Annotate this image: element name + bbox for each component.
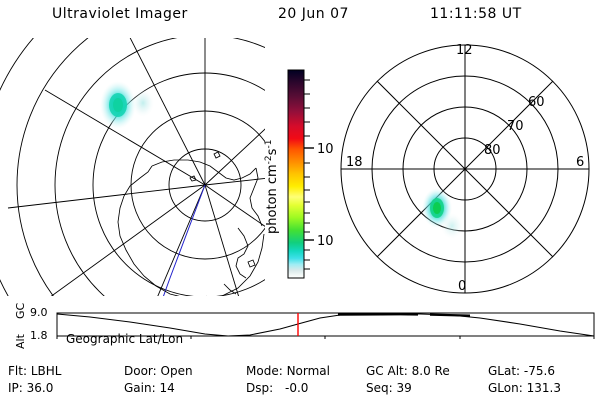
status-gc-alt: GC Alt: 8.0 Re bbox=[366, 364, 450, 378]
status-gain-value: 14 bbox=[159, 381, 175, 395]
geographic-map-panel[interactable]: Geographic Lat/Lon bbox=[0, 38, 265, 346]
status-door-label: Door: bbox=[124, 364, 157, 378]
status-gc-alt-value: 8.0 Re bbox=[411, 364, 450, 378]
orbit-yaxis-label-alt: Alt bbox=[14, 334, 27, 349]
observation-time: 11:11:58 UT bbox=[430, 6, 522, 22]
status-glat: GLat: -75.6 bbox=[488, 364, 555, 378]
observation-date: 20 Jun 07 bbox=[278, 6, 349, 22]
antarctica-coastline bbox=[117, 151, 265, 296]
mlat-mlt-panel[interactable]: 12 6 0 18 60 70 80 Apex MLat/MLT bbox=[332, 38, 600, 296]
status-gain-label: Gain: bbox=[124, 381, 156, 395]
mlt-spokes bbox=[341, 45, 589, 293]
status-seq-value: 39 bbox=[396, 381, 412, 395]
status-glat-label: GLat: bbox=[488, 364, 521, 378]
status-ip-value: 36.0 bbox=[26, 381, 54, 395]
status-ip: IP: 36.0 bbox=[8, 381, 53, 395]
header-bar: Ultraviolet Imager 20 Jun 07 11:11:58 UT bbox=[0, 4, 600, 28]
mlat-mlt-svg: 12 6 0 18 60 70 80 bbox=[340, 43, 590, 294]
orbit-altitude-panel[interactable]: 9.0 1.8 GC Alt 00:00 06:00 12:00 18:00 2… bbox=[0, 302, 600, 357]
colorbar-axis-label: photon cm-2s-1 bbox=[264, 140, 280, 234]
status-glon-value: 131.3 bbox=[526, 381, 561, 395]
status-door: Door: Open bbox=[124, 364, 193, 378]
status-filter-value: LBHL bbox=[30, 364, 62, 378]
orbit-ytick-low: 1.8 bbox=[30, 329, 48, 342]
colorbar-major-ticks bbox=[304, 147, 314, 241]
status-filter-label: Flt: bbox=[8, 364, 27, 378]
status-gain: Gain: 14 bbox=[124, 381, 175, 395]
svg-text:photon cm-2s-1: photon cm-2s-1 bbox=[264, 140, 280, 234]
status-ip-label: IP: bbox=[8, 381, 23, 395]
colorbar-panel[interactable]: 100 10 photon cm-2s-1 bbox=[258, 38, 334, 296]
status-seq-label: Seq: bbox=[366, 381, 393, 395]
aurora-emission-geographic bbox=[100, 81, 154, 129]
colorbar-tick-label-10: 10 bbox=[317, 234, 334, 249]
orbit-apogee-segment-2 bbox=[429, 313, 471, 317]
colorbar-frame bbox=[287, 69, 305, 279]
orbit-ytick-high: 9.0 bbox=[30, 306, 48, 319]
aurora-emission-mlt bbox=[422, 188, 463, 239]
mlt-label-6: 6 bbox=[576, 155, 584, 170]
mlt-label-18: 18 bbox=[346, 155, 363, 170]
status-dsp-label: Dsp: bbox=[246, 381, 274, 395]
orbit-altitude-svg bbox=[56, 312, 595, 339]
orbit-altitude-trace bbox=[56, 313, 595, 337]
status-glat-value: -75.6 bbox=[523, 364, 555, 378]
status-door-value: Open bbox=[160, 364, 193, 378]
mlat-label-60: 60 bbox=[528, 95, 545, 110]
status-mode-value: Normal bbox=[286, 364, 330, 378]
status-gc-alt-label: GC Alt: bbox=[366, 364, 408, 378]
orbit-plot-frame bbox=[56, 312, 595, 337]
status-footer: Flt: LBHL IP: 36.0 Door: Open Gain: 14 M… bbox=[0, 362, 600, 400]
prime-meridian-line bbox=[162, 184, 206, 296]
colorbar-tick-label-100: 100 bbox=[317, 142, 334, 157]
mlat-label-70: 70 bbox=[507, 119, 524, 134]
status-dsp-value: -0.0 bbox=[284, 381, 309, 395]
colorbar-minor-ticks bbox=[304, 79, 310, 270]
colorbar-svg: 100 10 photon cm-2s-1 bbox=[264, 69, 334, 279]
status-seq: Seq: 39 bbox=[366, 381, 412, 395]
instrument-title: Ultraviolet Imager bbox=[52, 6, 188, 22]
status-glon-label: GLon: bbox=[488, 381, 523, 395]
status-dsp: Dsp: -0.0 bbox=[246, 381, 308, 395]
status-mode: Mode: Normal bbox=[246, 364, 330, 378]
mlt-label-12: 12 bbox=[456, 43, 473, 58]
orbit-yaxis-label-gc: GC bbox=[14, 302, 27, 319]
status-mode-label: Mode: bbox=[246, 364, 283, 378]
colorbar-gradient bbox=[288, 70, 304, 278]
mlat-label-80: 80 bbox=[484, 143, 501, 158]
geographic-map-svg bbox=[0, 38, 265, 296]
mlt-label-0: 0 bbox=[458, 279, 466, 294]
status-glon: GLon: 131.3 bbox=[488, 381, 561, 395]
status-filter: Flt: LBHL bbox=[8, 364, 61, 378]
orbit-x-ticks bbox=[56, 336, 595, 339]
